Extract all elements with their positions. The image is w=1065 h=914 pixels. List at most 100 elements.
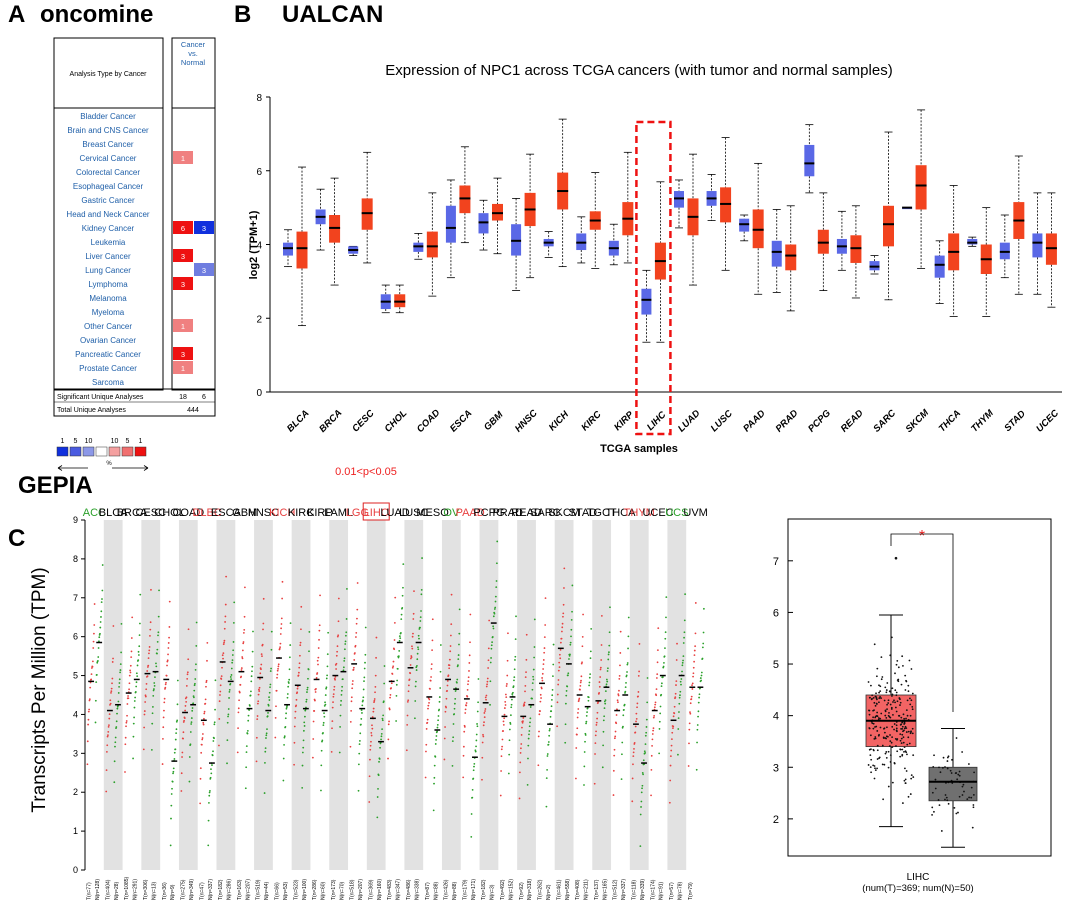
inset-point	[911, 727, 914, 730]
gepia-tumor-point	[614, 735, 617, 738]
oncomine-total-value: 444	[187, 407, 199, 414]
gepia-normal-point	[640, 806, 642, 808]
gepia-tumor-point	[295, 704, 298, 707]
gepia-tumor-point	[312, 738, 315, 740]
inset-point	[882, 798, 885, 801]
gepia-normal-point	[357, 763, 360, 766]
gepia-band	[404, 520, 424, 870]
gepia-normal-point	[476, 725, 479, 728]
inset-point	[895, 691, 898, 694]
inset-point	[893, 699, 895, 702]
gepia-tumor-point	[127, 697, 130, 700]
gepia-tumor-point	[375, 656, 377, 659]
gepia-normal-n: N(n=171)	[471, 879, 477, 900]
inset-point	[891, 736, 894, 739]
gepia-normal-point	[323, 715, 326, 718]
gepia-tumor-point	[331, 727, 333, 730]
gepia-tumor-point	[506, 674, 509, 677]
inset-point	[966, 798, 969, 801]
gepia-tumor-point	[297, 674, 300, 677]
gepia-normal-point	[458, 643, 460, 646]
gepia-normal-point	[175, 732, 178, 735]
inset-point	[880, 712, 883, 715]
inset-point	[934, 778, 937, 781]
gepia-normal-point	[436, 726, 439, 729]
gepia-normal-point	[264, 750, 267, 753]
gepia-normal-point	[208, 801, 210, 804]
gepia-category-label: BRCA	[117, 507, 148, 519]
ualcan-title: Expression of NPC1 across TCGA cancers (…	[385, 62, 892, 79]
gepia-normal-point	[251, 650, 254, 653]
oncomine-up-cell	[173, 319, 193, 332]
inset-point	[949, 769, 952, 772]
gepia-normal-point	[263, 792, 266, 794]
gepia-normal-point	[585, 722, 587, 725]
gepia-normal-point	[456, 681, 458, 684]
gepia-normal-point	[547, 741, 550, 743]
gepia-normal-point	[246, 732, 249, 735]
gepia-normal-point	[529, 706, 532, 708]
inset-point	[876, 667, 879, 670]
gepia-tumor-point	[281, 597, 284, 600]
gepia-normal-point	[475, 745, 477, 748]
inset-point	[876, 744, 879, 747]
gepia-band	[141, 520, 161, 870]
gepia-normal-point	[698, 693, 701, 696]
gepia-category-label: LUSC	[399, 507, 428, 519]
gepia-tumor-point	[127, 695, 129, 697]
ualcan-boxplot: Expression of NPC1 across TCGA cancers (…	[248, 62, 1062, 455]
gepia-tumor-point	[687, 765, 690, 767]
gepia-normal-n: N(n=558)	[565, 879, 571, 900]
gepia-tumor-point	[501, 745, 504, 748]
gepia-normal-point	[227, 708, 230, 710]
gepia-tumor-point	[407, 699, 410, 702]
inset-point	[895, 663, 898, 666]
gepia-tumor-point	[463, 730, 466, 733]
gepia-normal-point	[589, 650, 592, 653]
gepia-tumor-point	[335, 654, 338, 657]
gepia-normal-point	[621, 741, 624, 744]
gepia-tumor-point	[558, 666, 561, 669]
gepia-tumor-n: T(n=47)	[199, 882, 205, 900]
gepia-tumor-point	[668, 801, 671, 804]
gepia-tumor-point	[186, 673, 189, 676]
gepia-normal-point	[191, 707, 194, 709]
inset-point	[873, 737, 876, 740]
gepia-normal-point	[151, 712, 154, 715]
gepia-normal-point	[269, 683, 272, 686]
inset-point	[885, 716, 888, 719]
gepia-tumor-point	[450, 593, 453, 596]
gepia-normal-point	[340, 689, 343, 692]
gepia-normal-point	[546, 753, 549, 755]
gepia-normal-point	[550, 710, 553, 713]
gepia-tumor-point	[392, 665, 395, 668]
inset-point	[879, 726, 882, 729]
gepia-tumor-point	[182, 731, 185, 734]
gepia-tumor-point	[167, 642, 170, 644]
inset-point	[910, 668, 913, 670]
gepia-normal-point	[305, 700, 308, 703]
gepia-tumor-point	[502, 720, 505, 723]
gepia-tumor-point	[393, 621, 396, 624]
gepia-category-label: PRAD	[492, 507, 523, 519]
gepia-tumor-point	[691, 688, 694, 690]
gepia-tumor-point	[106, 735, 109, 738]
inset-point	[906, 753, 908, 756]
gepia-normal-point	[549, 715, 552, 718]
gepia-normal-point	[477, 678, 480, 680]
gepia-tumor-point	[298, 654, 301, 657]
gepia-band	[479, 520, 499, 870]
gepia-tumor-point	[412, 612, 415, 615]
gepia-normal-point	[282, 757, 285, 760]
gepia-normal-point	[396, 679, 399, 682]
gepia-band	[592, 520, 612, 870]
gepia-normal-n: N(n=211)	[584, 879, 590, 900]
gepia-normal-n: N(n=91)	[659, 881, 665, 900]
gepia-tumor-n: T(n=173)	[331, 879, 337, 900]
gepia-tumor-point	[126, 703, 129, 705]
gepia-tumor-point	[129, 664, 132, 667]
gepia-normal-point	[644, 752, 647, 754]
gepia-tumor-point	[257, 700, 260, 703]
gepia-normal-point	[420, 610, 422, 612]
gepia-normal-point	[545, 805, 548, 808]
